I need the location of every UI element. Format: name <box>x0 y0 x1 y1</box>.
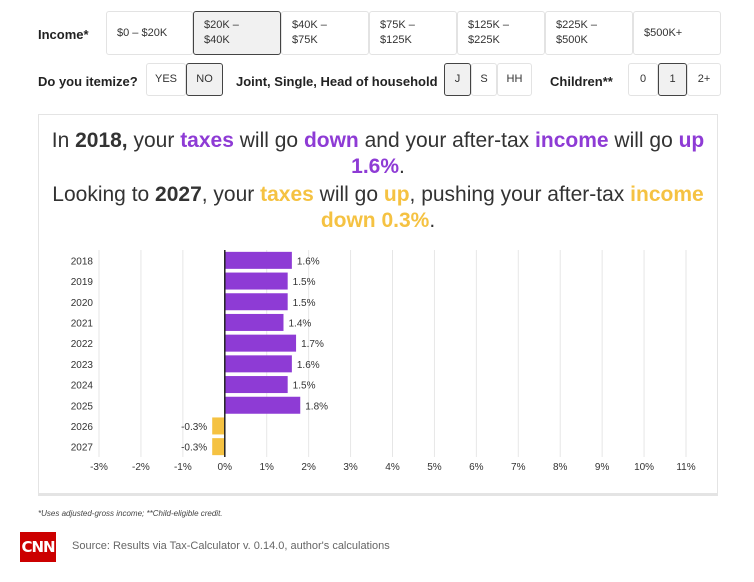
x-tick-label-12: 9% <box>595 462 610 473</box>
cnn-logo: CNN <box>20 532 56 562</box>
x-tick-label-14: 11% <box>676 462 695 473</box>
filing-option-1[interactable]: S <box>471 63 497 96</box>
headline-line-1: In 2018, your taxes will go down and you… <box>38 128 718 154</box>
filing-option-2[interactable]: HH <box>497 63 532 96</box>
income-option-2[interactable]: $40K – $75K <box>281 11 369 55</box>
hl-up-2: up <box>383 183 410 206</box>
hl-pct-2018: 1.6% <box>351 155 400 178</box>
headline-line-3: Looking to 2027, your taxes will go up, … <box>38 182 718 208</box>
hl-pushing: , pushing your after-tax <box>409 183 631 206</box>
headline-line-2: 1.6%. <box>38 154 718 180</box>
hl-down: down <box>303 129 359 152</box>
children-option-0[interactable]: 0 <box>628 63 658 96</box>
bar-2026 <box>212 417 225 435</box>
hl-income-2: income <box>630 183 704 206</box>
hl-taxes-2: taxes <box>260 183 314 206</box>
hl-taxes: taxes <box>180 129 234 152</box>
bar-2025 <box>224 396 301 414</box>
hl-year-2027: 2027 <box>155 183 202 206</box>
value-label-2025: 1.8% <box>305 401 328 412</box>
x-tick-label-3: 0% <box>218 462 233 473</box>
hl-and: and your after-tax <box>358 129 536 152</box>
category-label-2020: 2020 <box>71 298 94 309</box>
x-tick-label-7: 4% <box>385 462 400 473</box>
bar-2018 <box>224 251 292 269</box>
hl-down-pct: down 0.3% <box>320 209 430 232</box>
income-label: Income* <box>38 27 89 42</box>
bar-2023 <box>224 355 292 373</box>
x-tick-label-13: 10% <box>634 462 654 473</box>
itemize-label: Do you itemize? <box>38 74 138 89</box>
x-tick-label-8: 5% <box>427 462 442 473</box>
x-tick-label-9: 6% <box>469 462 484 473</box>
category-label-2023: 2023 <box>71 360 94 371</box>
value-label-2023: 1.6% <box>297 360 320 371</box>
hl-your-2: , your <box>201 183 261 206</box>
bar-2019 <box>224 272 288 290</box>
category-label-2019: 2019 <box>71 277 94 288</box>
category-label-2018: 2018 <box>71 256 94 267</box>
hl-up: up <box>678 129 705 152</box>
hl-income: income <box>535 129 609 152</box>
bar-2022 <box>224 334 297 352</box>
category-label-2026: 2026 <box>71 422 94 433</box>
source-text: Source: Results via Tax-Calculator v. 0.… <box>72 540 390 552</box>
children-label: Children** <box>550 74 613 89</box>
x-tick-label-2: -1% <box>174 462 192 473</box>
x-tick-label-4: 1% <box>259 462 274 473</box>
value-label-2019: 1.5% <box>293 277 316 288</box>
x-tick-label-11: 8% <box>553 462 568 473</box>
category-label-2021: 2021 <box>71 318 94 329</box>
hl-year-2018: 2018, <box>75 129 128 152</box>
x-tick-label-5: 2% <box>301 462 316 473</box>
footnote: *Uses adjusted-gross income; **Child-eli… <box>38 509 223 518</box>
income-option-3[interactable]: $75K – $125K <box>369 11 457 55</box>
bar-2027 <box>212 438 225 456</box>
hl-your: your <box>127 129 181 152</box>
x-tick-label-6: 3% <box>343 462 358 473</box>
x-tick-label-0: -3% <box>90 462 108 473</box>
value-label-2027: -0.3% <box>181 443 207 454</box>
hl-will-go-3: will go <box>313 183 384 206</box>
income-option-1[interactable]: $20K – $40K <box>193 11 281 55</box>
hl-looking: Looking to <box>52 183 156 206</box>
income-option-4[interactable]: $125K – $225K <box>457 11 545 55</box>
itemize-option-0[interactable]: YES <box>146 63 186 96</box>
filing-option-0[interactable]: J <box>444 63 471 96</box>
hl-dot-2: . <box>429 209 436 232</box>
category-label-2025: 2025 <box>71 401 94 412</box>
bar-2020 <box>224 293 288 311</box>
itemize-option-1[interactable]: NO <box>186 63 223 96</box>
x-tick-label-10: 7% <box>511 462 526 473</box>
children-option-1[interactable]: 1 <box>658 63 687 96</box>
hl-will-go: will go <box>233 129 304 152</box>
x-tick-label-1: -2% <box>132 462 150 473</box>
bar-2024 <box>224 376 288 394</box>
bar-2021 <box>224 313 284 331</box>
result-panel <box>38 114 718 496</box>
value-label-2018: 1.6% <box>297 256 320 267</box>
value-label-2022: 1.7% <box>301 339 324 350</box>
value-label-2026: -0.3% <box>181 422 207 433</box>
hl-will-go-2: will go <box>608 129 679 152</box>
category-label-2024: 2024 <box>71 381 94 392</box>
value-label-2024: 1.5% <box>293 381 316 392</box>
income-option-6[interactable]: $500K+ <box>633 11 721 55</box>
headline-line-4: down 0.3%. <box>38 208 718 234</box>
filing-label: Joint, Single, Head of household <box>236 74 438 89</box>
children-option-2[interactable]: 2+ <box>687 63 721 96</box>
hl-dot: . <box>399 155 405 178</box>
value-label-2020: 1.5% <box>293 298 316 309</box>
income-option-0[interactable]: $0 – $20K <box>106 11 193 55</box>
value-label-2021: 1.4% <box>288 318 311 329</box>
income-option-5[interactable]: $225K – $500K <box>545 11 633 55</box>
category-label-2022: 2022 <box>71 339 94 350</box>
category-label-2027: 2027 <box>71 443 94 454</box>
hl-in: In <box>51 129 76 152</box>
